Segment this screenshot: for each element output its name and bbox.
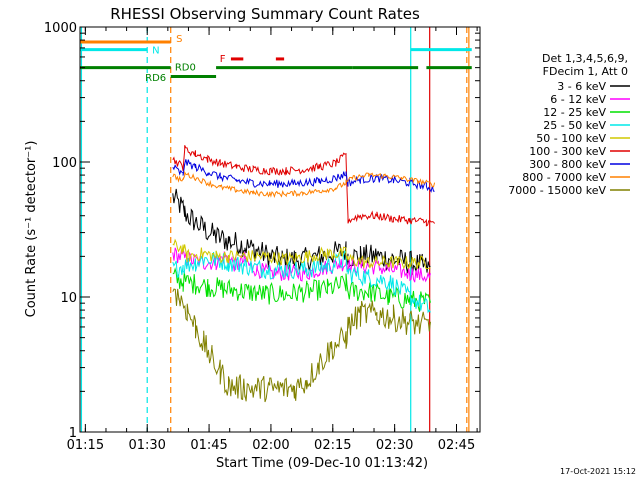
legend-label: 7000 - 15000 keV	[508, 184, 606, 197]
flag-label-rd0: RD0	[175, 62, 196, 73]
chart-title: RHESSI Observing Summary Count Rates	[110, 5, 420, 23]
legend-label: 3 - 6 keV	[557, 80, 606, 93]
x-tick-label: 01:45	[190, 438, 227, 453]
legend-title-line: FDecim 1, Att 0	[543, 65, 628, 78]
series-line-12-25-kev	[172, 267, 431, 312]
y-tick-label: 10	[60, 291, 77, 306]
flag-label-rd6: RD6	[145, 73, 166, 84]
legend-label: 100 - 300 keV	[529, 145, 606, 158]
x-tick-label: 02:00	[252, 438, 289, 453]
series-line-800-7000-kev	[172, 170, 436, 199]
x-tick-label: 02:45	[438, 438, 475, 453]
legend-label: 800 - 7000 keV	[522, 171, 606, 184]
y-tick-label: 100	[52, 156, 77, 171]
vertical-marker-lines	[80, 27, 470, 432]
x-tick-label: 01:15	[67, 438, 104, 453]
legend-label: 25 - 50 keV	[543, 119, 606, 132]
series-line-25-50-kev	[172, 250, 431, 314]
x-tick-label: 02:15	[314, 438, 351, 453]
legend-label: 300 - 800 keV	[529, 158, 606, 171]
x-axis-label: Start Time (09-Dec-10 01:13:42)	[216, 456, 428, 471]
series-line-50-100-kev	[172, 238, 431, 270]
y-tick-label: 1000	[44, 21, 77, 36]
y-tick-label: 1	[69, 426, 77, 441]
x-tick-label: 02:30	[376, 438, 413, 453]
flag-bars: S N RD0 RD6 F	[80, 34, 472, 84]
legend-title-line: Det 1,3,4,5,6,9,	[542, 52, 628, 65]
legend-label: 12 - 25 keV	[543, 106, 606, 119]
plot-frame	[79, 26, 481, 433]
series-line-300-800-kev	[172, 159, 435, 193]
series-line-100-300-kev	[172, 145, 436, 227]
flag-label-f: F	[220, 54, 226, 65]
data-series-group	[172, 145, 436, 403]
legend-label: 50 - 100 keV	[536, 132, 606, 145]
date-stamp: 17-Oct-2021 15:12	[560, 467, 636, 476]
series-line-7000-15000-kev	[172, 288, 431, 403]
axes-ticks: 01:15 01:30 01:45 02:00 02:15 02:30 02:45 1 10 10…	[44, 21, 480, 453]
legend-label: 6 - 12 keV	[550, 93, 606, 106]
y-axis-label: Count Rate (s⁻¹ detector⁻¹)	[24, 141, 39, 318]
flag-label-s: S	[176, 34, 182, 45]
flag-label-n: N	[152, 46, 159, 57]
x-tick-label: 01:30	[128, 438, 165, 453]
legend: Det 1,3,4,5,6,9,FDecim 1, Att 0 3 - 6 keV…	[508, 52, 630, 197]
